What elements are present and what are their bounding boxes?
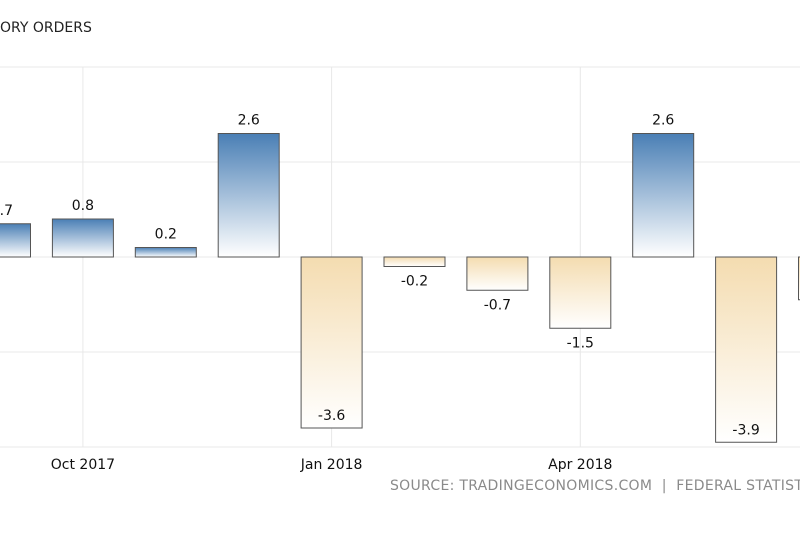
- data-label: 0.8: [72, 198, 94, 214]
- data-label: -0.2: [401, 274, 428, 290]
- x-tick-label: Jan 2018: [300, 457, 363, 473]
- source-text: SOURCE: TRADINGECONOMICS.COM | FEDERAL S…: [390, 478, 800, 494]
- data-label: 2.6: [238, 113, 260, 129]
- data-label: -3.9: [732, 422, 759, 438]
- data-label: -1.5: [567, 335, 594, 351]
- bar: [798, 256, 800, 301]
- data-label: .7: [0, 203, 13, 219]
- bar: [134, 247, 197, 258]
- bar: [0, 223, 31, 258]
- data-label: -0.7: [484, 297, 511, 313]
- bar: [632, 133, 695, 258]
- data-label: 2.6: [652, 113, 674, 129]
- data-label: 0.2: [155, 227, 177, 243]
- data-label: -3.6: [318, 408, 345, 424]
- bar: [549, 256, 612, 329]
- bar: [466, 256, 529, 291]
- chart-title: ORY ORDERS: [0, 20, 92, 36]
- bar: [217, 133, 280, 258]
- bar: [300, 256, 363, 429]
- bar: [51, 218, 114, 258]
- bar: [715, 256, 778, 443]
- x-tick-label: Oct 2017: [51, 457, 115, 473]
- bar: [383, 256, 446, 267]
- x-tick-label: Apr 2018: [548, 457, 612, 473]
